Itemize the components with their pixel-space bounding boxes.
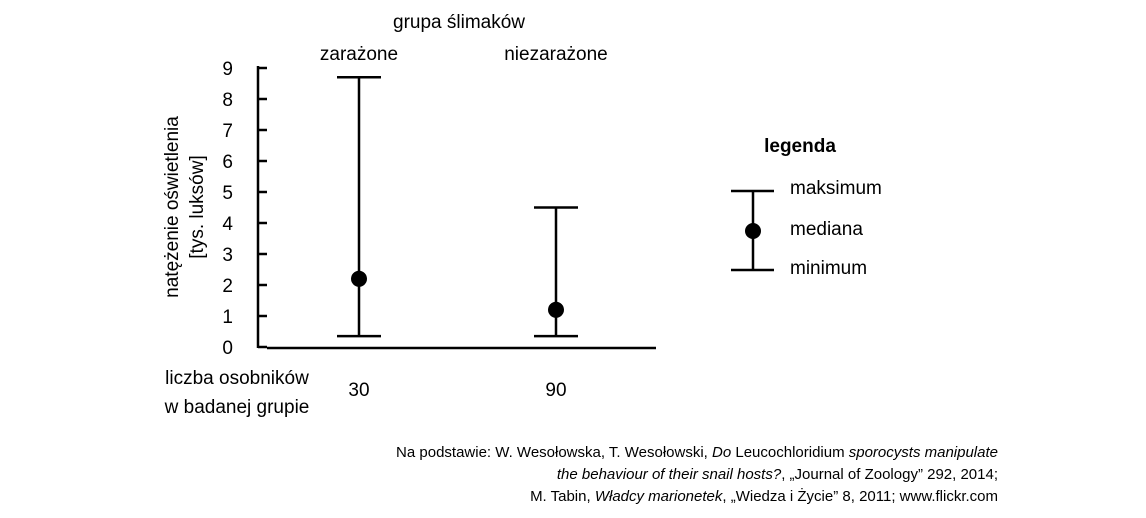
- y-tick-label: 3: [222, 245, 233, 266]
- source-italic: Władcy marionetek: [594, 488, 723, 505]
- error-bar-group: niezarażone 90: [504, 44, 608, 401]
- legend: legenda maksimum mediana minimum: [731, 136, 882, 279]
- y-axis-label-line2: [tys. luksów]: [187, 155, 208, 258]
- y-axis-label-unit: [tys. luksów]: [187, 155, 208, 258]
- y-tick-label: 0: [222, 338, 233, 359]
- source-text: Na podstawie: W. Wesołowska, T. Wesołows…: [396, 444, 712, 461]
- error-bars: zarażone 30 niezarażone 90: [320, 44, 608, 401]
- y-tick-label: 8: [222, 90, 233, 111]
- source-citation: Na podstawie: W. Wesołowska, T. Wesołows…: [396, 442, 998, 508]
- y-tick-label: 1: [222, 307, 233, 328]
- error-bar-group: zarażone 30: [320, 44, 398, 401]
- legend-median-dot: [745, 223, 761, 239]
- source-line-3: M. Tabin, Władcy marionetek, „Wiedza i Ż…: [396, 486, 998, 508]
- group-count: 90: [545, 380, 566, 401]
- y-tick-label: 6: [222, 152, 233, 173]
- y-tick-label: 9: [222, 59, 233, 80]
- source-text: , „Journal of Zoology” 292, 2014;: [781, 466, 998, 483]
- y-axis-label: natężenie oświetlenia: [162, 116, 183, 298]
- source-italic: Do: [712, 444, 732, 461]
- source-text: , „Wiedza i Życie” 8, 2011; www.flickr.c…: [722, 488, 998, 505]
- source-italic: the behaviour of their snail hosts?: [556, 466, 782, 483]
- legend-max-label: maksimum: [790, 178, 882, 199]
- y-ticks: 0 1 2 3 4 5 6 7 8 9: [222, 59, 267, 359]
- source-line-1: Na podstawie: W. Wesołowska, T. Wesołows…: [396, 442, 998, 464]
- legend-min-label: minimum: [790, 258, 867, 279]
- legend-title: legenda: [764, 136, 836, 157]
- source-line-2: the behaviour of their snail hosts?, „Jo…: [396, 464, 998, 486]
- median-dot: [351, 270, 367, 287]
- group-count: 30: [348, 380, 369, 401]
- source-text: M. Tabin,: [530, 488, 595, 505]
- legend-median-label: mediana: [790, 219, 863, 240]
- count-label-line2: w badanej grupie: [164, 397, 310, 418]
- y-axis-label-line1: natężenie oświetlenia: [162, 116, 183, 298]
- median-dot: [548, 301, 564, 318]
- y-tick-label: 2: [222, 276, 233, 297]
- y-tick-label: 7: [222, 121, 233, 142]
- y-tick-label: 4: [222, 214, 233, 235]
- source-text: Leucochloridium: [731, 444, 849, 461]
- group-label: zarażone: [320, 44, 398, 65]
- source-italic: sporocysts manipulate: [848, 444, 998, 461]
- group-label: niezarażone: [504, 44, 608, 65]
- count-label-line1: liczba osobników: [165, 368, 309, 389]
- y-tick-label: 5: [222, 183, 233, 204]
- chart-title: grupa ślimaków: [393, 12, 525, 33]
